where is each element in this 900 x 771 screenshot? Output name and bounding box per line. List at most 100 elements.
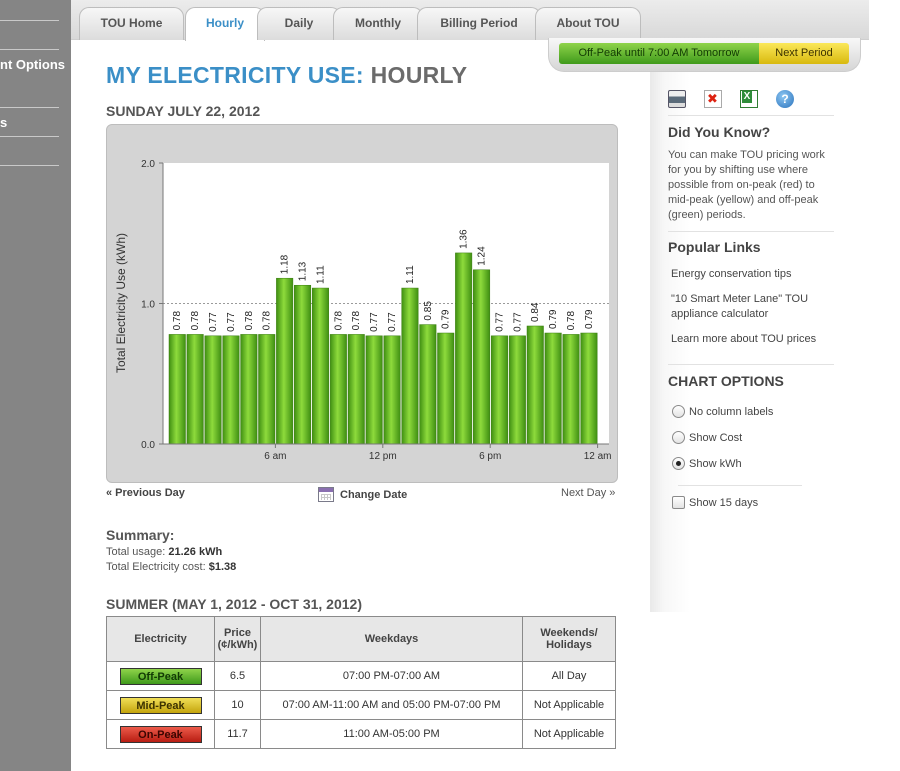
- data-label: 1.24: [477, 246, 488, 266]
- bar: [186, 334, 204, 445]
- next-period-badge[interactable]: Next Period: [759, 43, 849, 64]
- bar: [419, 324, 437, 445]
- hourly-usage-chart: 0.78 0.78 0.77 0.77 0.78 0.78 1.18 1.13 1.11 0.78…: [114, 159, 611, 462]
- pdf-icon[interactable]: [704, 90, 722, 108]
- off-peak-badge: Off-Peak: [119, 667, 202, 685]
- option-label: Show kWh: [689, 457, 742, 470]
- sidebar-item-options[interactable]: nt Options: [0, 57, 65, 72]
- tab-billing-period[interactable]: Billing Period: [417, 7, 541, 40]
- link-learn-tou-prices[interactable]: Learn more about TOU prices: [671, 333, 817, 345]
- price-cell: 10: [214, 690, 261, 720]
- y-tick-label: 0.0: [141, 440, 155, 451]
- data-label: 0.78: [172, 311, 183, 331]
- sidebar-divider: [0, 136, 59, 137]
- option-label: No column labels: [689, 405, 774, 418]
- link-tou-appliance-calculator[interactable]: "10 Smart Meter Lane" TOU appliance calc…: [671, 293, 809, 320]
- bar: [490, 335, 508, 445]
- tab-bar: TOU Home Hourly Daily Monthly Billing Pe…: [71, 0, 869, 41]
- bar: [258, 334, 276, 445]
- option-show-kwh[interactable]: Show kWh: [672, 457, 742, 470]
- option-show-cost[interactable]: Show Cost: [672, 431, 742, 444]
- radio-show-cost[interactable]: [672, 431, 685, 444]
- sidebar-divider: [0, 20, 59, 21]
- col-weekends-line1: Weekends/: [540, 627, 598, 639]
- divider: [678, 485, 802, 486]
- option-no-column-labels[interactable]: No column labels: [672, 405, 773, 418]
- option-label: Show Cost: [689, 431, 743, 444]
- period-cell: Off-Peak: [106, 661, 215, 691]
- sidebar-divider: [0, 107, 59, 108]
- sidebar-divider: [0, 165, 59, 166]
- next-day-link[interactable]: Next Day »: [561, 487, 616, 499]
- sidebar-item-2[interactable]: s: [0, 115, 8, 130]
- summary-usage-value: 21.26 kWh: [168, 546, 223, 558]
- mid-peak-badge: Mid-Peak: [119, 696, 202, 714]
- print-icon[interactable]: [668, 90, 686, 108]
- checkbox-show-15-days[interactable]: [672, 496, 685, 509]
- tab-monthly[interactable]: Monthly: [333, 7, 423, 40]
- change-date-label: Change Date: [340, 488, 408, 501]
- y-tick-label: 2.0: [141, 159, 155, 170]
- data-label: 0.78: [262, 311, 273, 331]
- left-sidebar: nt Options s: [0, 0, 71, 771]
- weekends-cell: Not Applicable: [522, 719, 616, 749]
- link-energy-conservation-tips[interactable]: Energy conservation tips: [671, 268, 792, 280]
- season-heading: SUMMER (MAY 1, 2012 - OCT 31, 2012): [106, 596, 362, 612]
- col-weekends-line2: Holidays: [546, 639, 592, 651]
- tab-tou-home[interactable]: TOU Home: [79, 7, 184, 40]
- option-show-15-days[interactable]: Show 15 days: [672, 496, 758, 509]
- x-tick-label: 6 am: [264, 451, 286, 462]
- excel-icon[interactable]: [740, 90, 758, 108]
- data-label: 1.11: [315, 265, 326, 284]
- page-title-suffix: HOURLY: [370, 62, 468, 88]
- table-row: Off-Peak 6.5 07:00 PM-07:00 AM All Day: [106, 661, 616, 691]
- data-label: 1.18: [280, 254, 291, 274]
- data-label: 0.78: [333, 311, 344, 331]
- bar: [544, 332, 562, 445]
- bar: [204, 335, 222, 445]
- tab-daily[interactable]: Daily: [257, 7, 341, 40]
- bar: [508, 335, 526, 445]
- period-indicator: Off-Peak until 7:00 AM Tomorrow Next Per…: [548, 38, 861, 72]
- period-cell: Mid-Peak: [106, 690, 215, 720]
- data-label: 0.77: [512, 312, 523, 332]
- date-heading: SUNDAY JULY 22, 2012: [106, 103, 261, 119]
- data-label: 1.11: [405, 265, 416, 284]
- data-label: 0.77: [226, 312, 237, 332]
- price-cell: 6.5: [214, 661, 261, 691]
- option-label: Show 15 days: [689, 496, 759, 509]
- bar: [562, 334, 580, 445]
- data-label: 0.84: [530, 302, 541, 322]
- weekdays-cell: 11:00 AM-05:00 PM: [260, 719, 523, 749]
- summary-cost-value: $1.38: [208, 561, 237, 573]
- summary-usage-label: Total usage:: [106, 546, 166, 558]
- col-price-line2: (¢/kWh): [217, 639, 258, 651]
- price-cell: 11.7: [214, 719, 261, 749]
- calendar-icon[interactable]: [318, 487, 334, 502]
- col-price-line1: Price: [224, 627, 251, 639]
- summary-cost: Total Electricity cost: $1.38: [106, 561, 236, 573]
- data-label: 0.78: [244, 311, 255, 331]
- radio-show-kwh[interactable]: [672, 457, 685, 470]
- bar: [329, 334, 347, 445]
- right-panel: [650, 72, 860, 612]
- tool-icons: ?: [668, 90, 794, 108]
- data-label: 0.79: [584, 309, 595, 329]
- did-you-know-text: You can make TOU pricing work for you by…: [668, 149, 825, 221]
- data-label: 0.77: [494, 312, 505, 332]
- tab-about-tou[interactable]: About TOU: [535, 7, 641, 40]
- bar: [383, 335, 401, 445]
- radio-no-column-labels[interactable]: [672, 405, 685, 418]
- col-weekends: Weekends/ Holidays: [522, 616, 616, 662]
- data-label: 0.79: [441, 309, 452, 329]
- previous-day-link[interactable]: « Previous Day: [106, 487, 185, 499]
- change-date-button[interactable]: Change Date: [318, 487, 407, 502]
- help-icon[interactable]: ?: [776, 90, 794, 108]
- col-electricity: Electricity: [106, 616, 215, 662]
- bar: [580, 332, 598, 445]
- tab-hourly[interactable]: Hourly: [185, 7, 265, 41]
- did-you-know-title: Did You Know?: [668, 124, 771, 140]
- page-title-prefix: MY ELECTRICITY USE:: [106, 62, 364, 88]
- data-label: 0.77: [208, 312, 219, 332]
- data-label: 1.13: [298, 261, 309, 281]
